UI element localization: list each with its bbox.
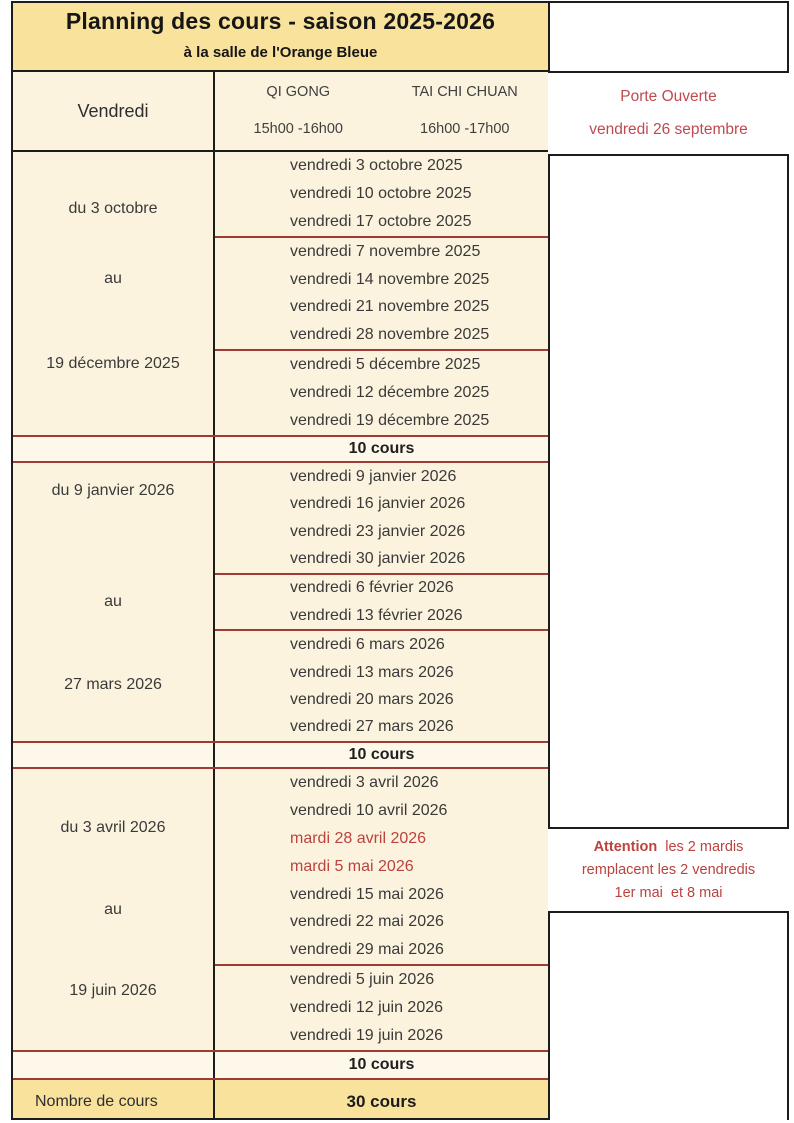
- period-block: du 9 janvier 2026 au 27 mars 2026 vendredi …: [13, 463, 548, 741]
- course-count-row: 10 cours: [13, 435, 548, 463]
- date-row: vendredi 5 juin 2026: [215, 964, 548, 994]
- course-count-empty-cell: [13, 437, 215, 461]
- date-row: vendredi 3 octobre 2025: [290, 156, 463, 174]
- date-row: vendredi 12 juin 2026: [290, 999, 444, 1017]
- date-row: vendredi 9 janvier 2026: [290, 467, 457, 485]
- date-row: vendredi 6 février 2026: [215, 572, 548, 602]
- planning-table: Planning des cours - saison 2025-2026 à …: [11, 1, 550, 1120]
- open-door-note: Porte Ouverte vendredi 26 septembre: [548, 71, 789, 156]
- course-count-row: 10 cours: [13, 1050, 548, 1080]
- course-qigong: QI GONG 15h00 -16h00: [215, 72, 382, 150]
- course-name: TAI CHI CHUAN: [411, 84, 518, 100]
- period-to-label: 19 décembre 2025: [46, 355, 180, 373]
- period-cell: du 9 janvier 2026 au 27 mars 2026: [13, 463, 215, 741]
- dates-cell: vendredi 3 avril 2026 vendredi 10 avril 2…: [215, 769, 548, 1050]
- total-row-label: Nombre de cours: [13, 1080, 215, 1118]
- day-cell: Vendredi: [13, 72, 215, 150]
- attention-line-1-rest: les 2 mardis: [657, 838, 744, 855]
- period-to-label: 19 juin 2026: [69, 981, 157, 999]
- date-row: vendredi 13 février 2026: [290, 606, 463, 624]
- attention-line-1: Attention les 2 mardis: [594, 839, 744, 855]
- date-row: vendredi 6 mars 2026: [215, 629, 548, 658]
- date-row: vendredi 13 mars 2026: [290, 663, 454, 681]
- attention-line-3: 1er mai et 8 mai: [614, 885, 723, 902]
- attention-note: Attention les 2 mardis remplacent les 2 …: [548, 827, 789, 913]
- date-row: vendredi 3 avril 2026: [290, 773, 439, 791]
- course-taichi: TAI CHI CHUAN 16h00 -17h00: [382, 72, 549, 150]
- schedule-header-row: Vendredi QI GONG 15h00 -16h00 TAI CHI CH…: [13, 72, 548, 152]
- date-row: vendredi 27 mars 2026: [290, 718, 454, 736]
- date-row: vendredi 15 mai 2026: [290, 885, 444, 903]
- course-count-empty-cell: [13, 743, 215, 767]
- period-middle-label: au: [104, 900, 122, 918]
- course-count-value: 10 cours: [348, 440, 415, 457]
- date-row: vendredi 12 décembre 2025: [290, 384, 490, 402]
- course-time: 15h00 -16h00: [253, 121, 344, 137]
- course-count-value: 10 cours: [348, 1056, 415, 1073]
- total-row: Nombre de cours 30 cours: [13, 1080, 548, 1118]
- date-row: vendredi 22 mai 2026: [290, 913, 444, 931]
- date-row: vendredi 30 janvier 2026: [290, 549, 466, 567]
- courses-cell: QI GONG 15h00 -16h00 TAI CHI CHUAN 16h00…: [215, 72, 548, 150]
- course-count-row: 10 cours: [13, 741, 548, 769]
- period-from-label: du 3 octobre: [68, 199, 158, 217]
- attention-line-2: remplacent les 2 vendredis: [581, 861, 756, 878]
- course-count-empty-cell: [13, 1052, 215, 1078]
- period-middle-label: au: [104, 270, 122, 288]
- attention-word: Attention: [593, 838, 658, 855]
- date-row: vendredi 20 mars 2026: [290, 690, 454, 708]
- right-column-rail: [548, 1, 789, 1120]
- dates-cell: vendredi 9 janvier 2026 vendredi 16 janvi…: [215, 463, 548, 741]
- date-row: mardi 28 avril 2026: [290, 829, 427, 847]
- date-row: vendredi 19 juin 2026: [290, 1027, 444, 1045]
- period-to-label: 27 mars 2026: [64, 676, 162, 694]
- period-block: du 3 avril 2026 au 19 juin 2026 vendredi 3 …: [13, 769, 548, 1050]
- date-row: vendredi 16 janvier 2026: [290, 495, 466, 513]
- date-row: vendredi 28 novembre 2025: [290, 326, 490, 344]
- page-subtitle: à la salle de l'Orange Bleue: [183, 44, 378, 61]
- course-count-value: 10 cours: [348, 746, 415, 763]
- date-row: vendredi 17 octobre 2025: [290, 212, 472, 230]
- period-cell: du 3 octobre au 19 décembre 2025: [13, 152, 215, 435]
- date-row: vendredi 19 décembre 2025: [290, 412, 490, 430]
- open-door-date: vendredi 26 septembre: [589, 120, 748, 138]
- date-row: mardi 5 mai 2026: [290, 857, 414, 875]
- period-from-label: du 9 janvier 2026: [51, 481, 175, 499]
- course-name: QI GONG: [266, 84, 331, 100]
- date-row: vendredi 5 décembre 2025: [215, 349, 548, 379]
- period-from-label: du 3 avril 2026: [60, 819, 166, 836]
- period-cell: du 3 avril 2026 au 19 juin 2026: [13, 769, 215, 1050]
- date-row: vendredi 14 novembre 2025: [290, 270, 490, 288]
- date-row: vendredi 10 avril 2026: [290, 801, 448, 819]
- table-title-cell: Planning des cours - saison 2025-2026 à …: [13, 3, 548, 72]
- date-row: vendredi 29 mai 2026: [290, 941, 444, 959]
- period-middle-label: au: [104, 593, 122, 610]
- course-time: 16h00 -17h00: [420, 121, 510, 137]
- total-course-count: 30 cours: [346, 1092, 417, 1111]
- page-title: Planning des cours - saison 2025-2026: [65, 8, 496, 34]
- date-row: vendredi 7 novembre 2025: [215, 235, 548, 266]
- date-row: vendredi 21 novembre 2025: [290, 298, 490, 316]
- dates-cell: vendredi 3 octobre 2025 vendredi 10 octob…: [215, 152, 548, 435]
- period-block: du 3 octobre au 19 décembre 2025 vendredi 3…: [13, 152, 548, 435]
- date-row: vendredi 10 octobre 2025: [290, 184, 472, 202]
- open-door-title: Porte Ouverte: [620, 88, 717, 106]
- date-row: vendredi 23 janvier 2026: [290, 522, 466, 540]
